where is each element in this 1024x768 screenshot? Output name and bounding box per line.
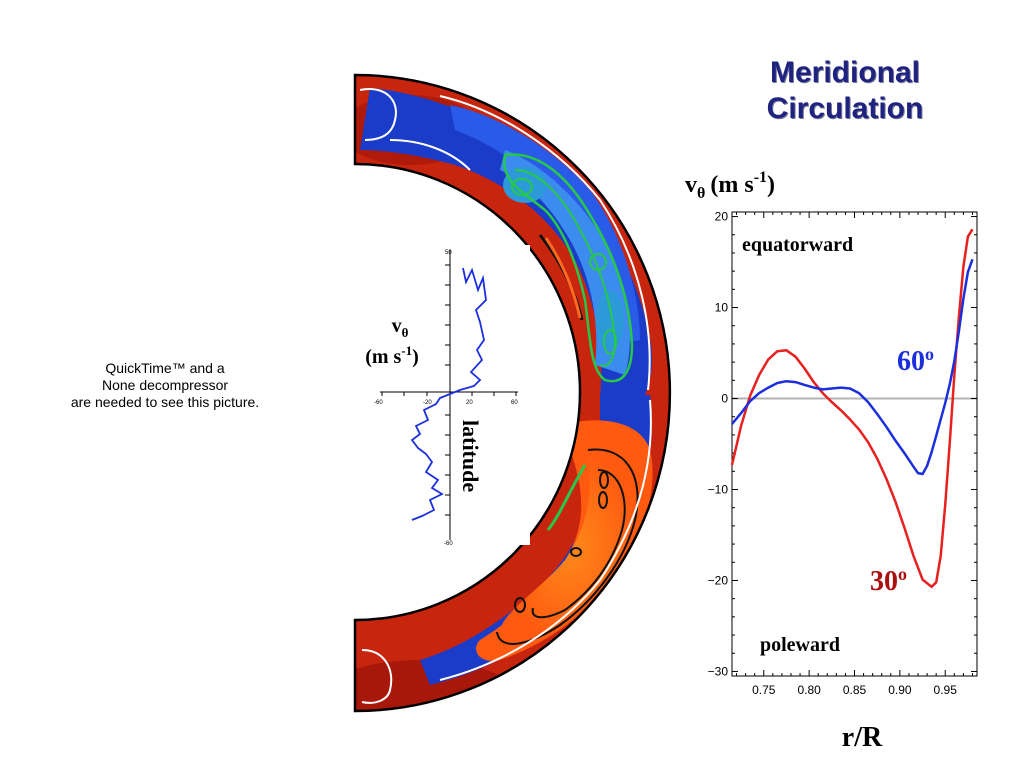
inset-vel-tick-label: 60	[511, 400, 518, 406]
inset-ylabel: vθ	[392, 315, 409, 340]
quicktime-line-1: QuickTime™ and a	[105, 360, 225, 376]
series-label-60: 60o	[897, 344, 934, 377]
chart-ylabel: vθ (m s-1)	[685, 169, 775, 202]
quicktime-line-3: are needed to see this picture.	[70, 394, 260, 410]
y-tick-label: 0	[721, 392, 728, 406]
quicktime-placeholder-text: QuickTime™ and a None decompressor are n…	[20, 360, 310, 411]
x-tick-label: 0.85	[843, 683, 867, 697]
y-tick-label: −10	[708, 482, 729, 496]
annotation-poleward: poleward	[760, 634, 840, 656]
plot-frame	[731, 211, 978, 677]
y-tick-label: −20	[708, 573, 729, 587]
inset-ylabel-units: (m s-1)	[365, 343, 419, 368]
series-label-30: 30o	[870, 564, 907, 597]
inset-axis-ticks	[381, 264, 517, 516]
inset-vel-tick-label: -20	[423, 400, 432, 406]
slide-title: Meridional Circulation	[700, 55, 990, 127]
series-line-30	[730, 228, 974, 589]
plot-area: 20 10 0 −10 −20 −30 0.75 0.80 0.85 0.90 0.95	[708, 210, 978, 697]
quicktime-line-2: None decompressor	[101, 377, 229, 393]
inset-vel-tick-label: 20	[466, 400, 473, 406]
y-tick-label: −30	[708, 664, 729, 678]
inset-vel-tick-label: -60	[374, 400, 383, 406]
inset-latitude-plot: 50 -60 -60 -20 20 60 vθ (m s-1) latitude	[365, 245, 530, 547]
x-tick-label: 0.80	[797, 683, 821, 697]
y-tick-label: 10	[715, 301, 729, 315]
annotation-equatorward: equatorward	[742, 234, 853, 256]
velocity-chart: vθ (m s-1) 20 10 0 −10 −20 −30 0.75 0.80 0.85 0.90…	[685, 169, 978, 753]
x-tick-label: 0.90	[888, 683, 912, 697]
title-line-1: Meridional	[769, 56, 920, 89]
y-tick-label: 20	[715, 210, 729, 224]
inset-lat-top-label: 50	[445, 250, 452, 256]
inset-xlabel-latitude: latitude	[458, 420, 483, 492]
inset-velocity-profile-line	[410, 267, 487, 521]
x-tick-label: 0.75	[752, 683, 776, 697]
title-line-2: Circulation	[766, 92, 924, 125]
chart-xlabel: r/R	[842, 722, 883, 753]
x-tick-label: 0.95	[934, 683, 958, 697]
series-line-60	[731, 258, 974, 476]
inset-lat-bottom-label: -60	[444, 541, 453, 547]
